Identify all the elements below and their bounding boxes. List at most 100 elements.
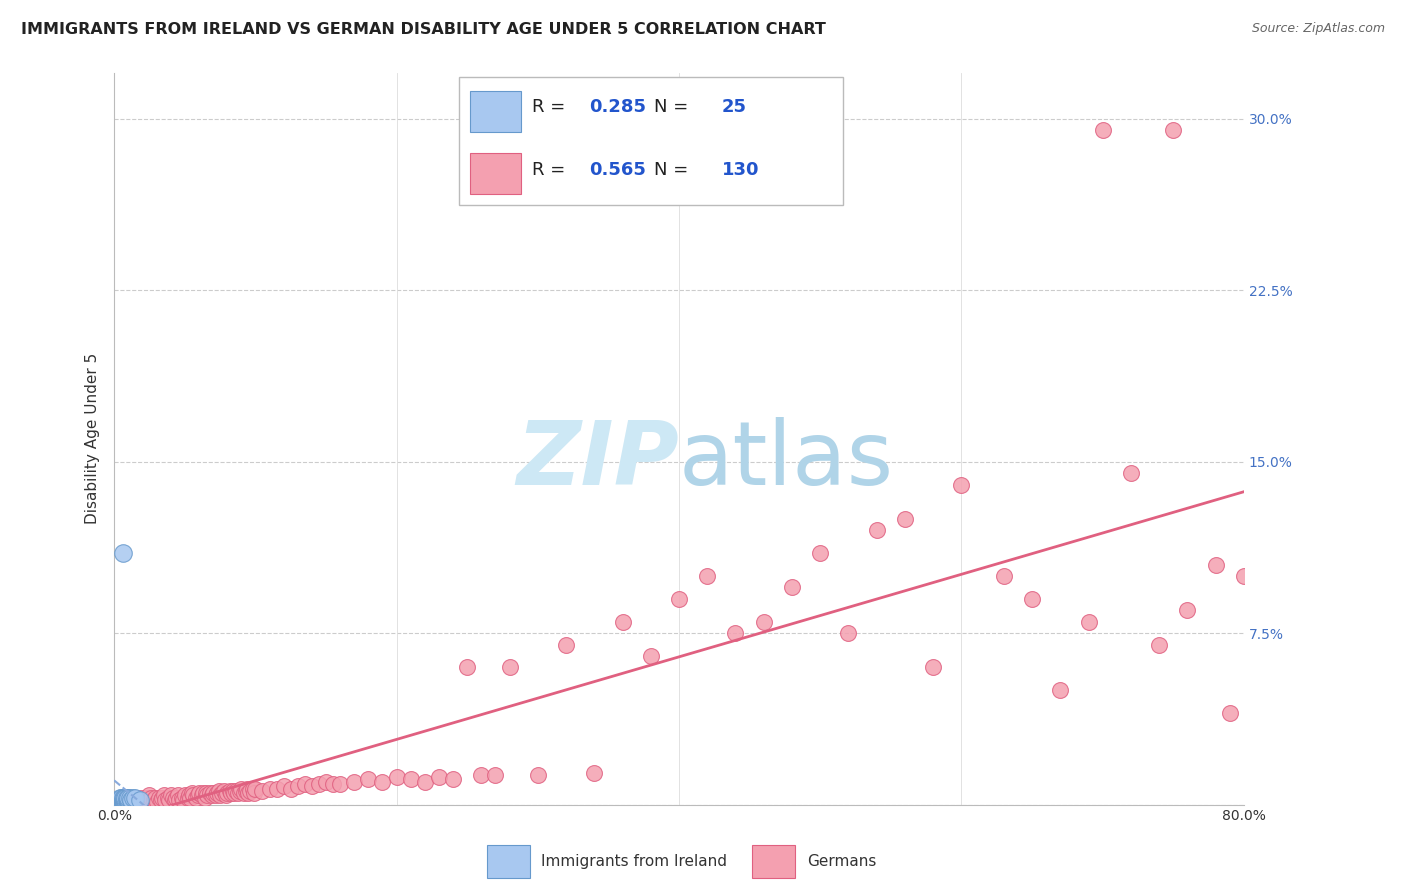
Point	[152, 789, 174, 803]
Point	[1021, 591, 1043, 606]
Point	[233, 786, 256, 800]
Point	[111, 546, 134, 560]
Point	[301, 780, 323, 794]
Point	[176, 790, 198, 805]
Point	[107, 795, 129, 809]
Point	[159, 789, 181, 803]
Point	[149, 793, 172, 807]
Point	[752, 615, 775, 629]
Point	[315, 774, 337, 789]
Point	[201, 789, 224, 803]
Point	[110, 795, 132, 809]
Point	[329, 777, 352, 791]
Point	[837, 626, 859, 640]
Point	[181, 789, 204, 803]
Point	[950, 477, 973, 491]
Point	[215, 789, 238, 803]
Text: 25: 25	[721, 98, 747, 116]
Point	[441, 772, 464, 787]
Point	[222, 784, 245, 798]
Point	[108, 790, 131, 805]
Text: 0.565: 0.565	[589, 161, 645, 179]
Point	[115, 790, 138, 805]
Point	[162, 790, 184, 805]
Point	[1119, 466, 1142, 480]
Point	[1147, 638, 1170, 652]
Point	[214, 784, 236, 798]
Point	[229, 784, 252, 798]
Point	[808, 546, 831, 560]
Point	[125, 795, 148, 809]
Point	[527, 768, 550, 782]
Point	[112, 790, 135, 805]
Text: N =: N =	[654, 161, 695, 179]
Point	[110, 793, 132, 807]
Point	[273, 780, 295, 794]
Point	[122, 793, 145, 807]
Point	[219, 784, 242, 798]
Point	[343, 774, 366, 789]
Point	[112, 793, 135, 807]
Point	[136, 793, 159, 807]
Point	[205, 789, 228, 803]
Point	[142, 793, 165, 807]
Point	[156, 790, 179, 805]
Text: Immigrants from Ireland: Immigrants from Ireland	[541, 855, 727, 869]
Text: R =: R =	[531, 98, 571, 116]
Point	[139, 790, 162, 805]
Point	[108, 793, 131, 807]
Point	[322, 777, 344, 791]
Point	[1077, 615, 1099, 629]
Point	[148, 790, 170, 805]
Point	[124, 790, 146, 805]
Point	[498, 660, 520, 674]
Point	[1049, 683, 1071, 698]
Point	[225, 784, 247, 798]
Point	[385, 770, 408, 784]
Point	[186, 789, 208, 803]
Point	[197, 789, 219, 803]
Point	[118, 790, 141, 805]
Point	[1205, 558, 1227, 572]
Point	[111, 793, 134, 807]
Point	[190, 789, 212, 803]
Point	[456, 660, 478, 674]
Point	[308, 777, 330, 791]
Point	[128, 793, 150, 807]
Point	[612, 615, 634, 629]
Point	[105, 793, 128, 807]
Point	[211, 786, 233, 800]
Point	[180, 786, 202, 800]
Point	[129, 790, 152, 805]
Point	[1233, 569, 1256, 583]
Text: atlas: atlas	[679, 417, 894, 504]
Point	[294, 777, 316, 791]
Point	[150, 790, 173, 805]
Point	[135, 790, 157, 805]
Point	[357, 772, 380, 787]
Point	[110, 790, 132, 805]
Point	[1161, 123, 1184, 137]
Point	[470, 768, 492, 782]
Point	[780, 581, 803, 595]
Point	[224, 786, 246, 800]
Point	[191, 786, 214, 800]
Point	[413, 774, 436, 789]
Point	[138, 789, 160, 803]
Point	[640, 648, 662, 663]
Point	[117, 793, 139, 807]
Point	[128, 793, 150, 807]
Point	[1091, 123, 1114, 137]
Point	[194, 786, 217, 800]
Point	[207, 786, 229, 800]
Point	[1219, 706, 1241, 721]
Point	[238, 786, 260, 800]
Bar	[470, 153, 520, 194]
Point	[112, 795, 135, 809]
Point	[239, 784, 262, 798]
Point	[124, 790, 146, 805]
Text: Germans: Germans	[807, 855, 876, 869]
Point	[583, 765, 606, 780]
Point	[114, 795, 136, 809]
Text: IMMIGRANTS FROM IRELAND VS GERMAN DISABILITY AGE UNDER 5 CORRELATION CHART: IMMIGRANTS FROM IRELAND VS GERMAN DISABI…	[21, 22, 825, 37]
